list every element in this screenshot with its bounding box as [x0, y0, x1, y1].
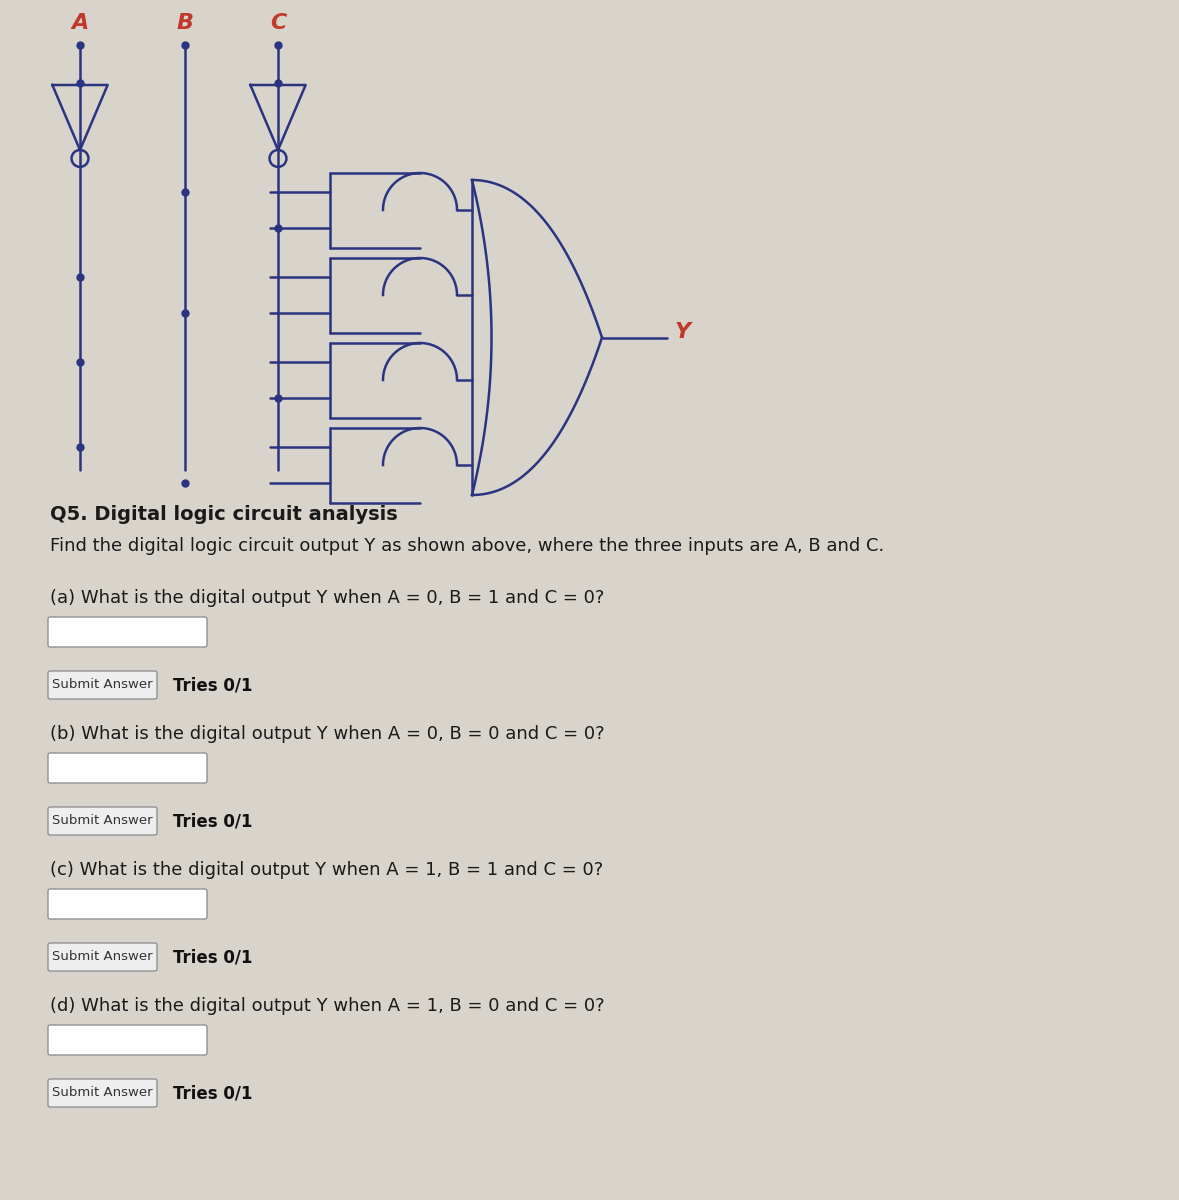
Text: (d) What is the digital output Y when A = 1, B = 0 and C = 0?: (d) What is the digital output Y when A …: [50, 997, 605, 1015]
Text: Submit Answer: Submit Answer: [52, 950, 153, 964]
FancyBboxPatch shape: [48, 754, 208, 782]
Text: (c) What is the digital output Y when A = 1, B = 1 and C = 0?: (c) What is the digital output Y when A …: [50, 862, 604, 878]
FancyBboxPatch shape: [48, 806, 157, 835]
FancyBboxPatch shape: [48, 1079, 157, 1106]
Text: Find the digital logic circuit output Y as shown above, where the three inputs a: Find the digital logic circuit output Y …: [50, 538, 884, 554]
Text: B: B: [177, 13, 193, 32]
FancyBboxPatch shape: [48, 671, 157, 698]
Text: Y: Y: [676, 323, 691, 342]
FancyBboxPatch shape: [48, 889, 208, 919]
FancyBboxPatch shape: [48, 943, 157, 971]
Text: (a) What is the digital output Y when A = 0, B = 1 and C = 0?: (a) What is the digital output Y when A …: [50, 589, 605, 607]
Text: Q5. Digital logic circuit analysis: Q5. Digital logic circuit analysis: [50, 505, 397, 524]
Text: Submit Answer: Submit Answer: [52, 1086, 153, 1099]
Text: Submit Answer: Submit Answer: [52, 678, 153, 691]
Text: Tries 0/1: Tries 0/1: [173, 948, 252, 966]
Text: A: A: [72, 13, 88, 32]
Text: Tries 0/1: Tries 0/1: [173, 812, 252, 830]
Text: Tries 0/1: Tries 0/1: [173, 1084, 252, 1102]
FancyBboxPatch shape: [48, 617, 208, 647]
Text: (b) What is the digital output Y when A = 0, B = 0 and C = 0?: (b) What is the digital output Y when A …: [50, 725, 605, 743]
Text: Tries 0/1: Tries 0/1: [173, 676, 252, 694]
Text: Submit Answer: Submit Answer: [52, 815, 153, 828]
FancyBboxPatch shape: [48, 1025, 208, 1055]
Text: C: C: [270, 13, 286, 32]
